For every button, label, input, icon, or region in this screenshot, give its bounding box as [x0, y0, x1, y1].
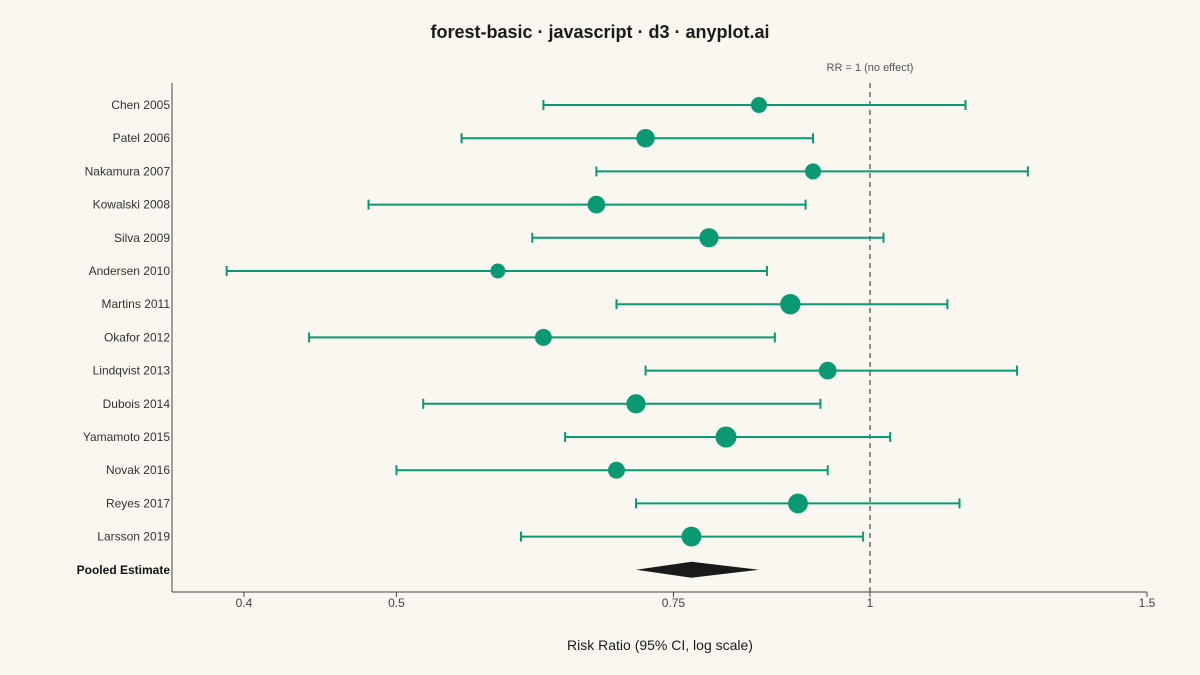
- study-label: Reyes 2017: [106, 496, 170, 510]
- study-label: Nakamura 2007: [85, 164, 171, 178]
- study-row: Larsson 2019: [97, 526, 865, 547]
- study-label: Larsson 2019: [97, 530, 170, 544]
- point-estimate-marker: [626, 394, 646, 414]
- study-row: Kowalski 2008: [93, 195, 807, 214]
- study-row: Reyes 2017: [106, 493, 961, 514]
- study-row: Yamamoto 2015: [83, 426, 892, 448]
- study-label: Martins 2011: [102, 297, 171, 311]
- x-axis-title: Risk Ratio (95% CI, log scale): [567, 637, 753, 653]
- plot-area: 0.4 0.5 0.75 1 1.5 RR = 1 (no effect) Chen 200…: [77, 62, 1156, 610]
- study-row: Chen 2005: [111, 96, 967, 114]
- point-estimate-marker: [699, 228, 719, 248]
- chart-title: forest-basic · javascript · d3 · anyplot…: [430, 22, 769, 42]
- study-label: Chen 2005: [111, 98, 170, 112]
- study-row: Martins 2011: [102, 293, 949, 315]
- pooled-estimate-diamond: [635, 561, 759, 578]
- study-label: Kowalski 2008: [93, 198, 171, 212]
- study-row: Dubois 2014: [103, 394, 822, 414]
- pooled-estimate-label: Pooled Estimate: [77, 563, 171, 577]
- point-estimate-marker: [636, 128, 655, 148]
- point-estimate-marker: [534, 328, 552, 346]
- study-label: Lindqvist 2013: [93, 364, 171, 378]
- point-estimate-marker: [805, 163, 822, 180]
- study-label: Yamamoto 2015: [83, 430, 170, 444]
- study-label: Patel 2006: [113, 131, 171, 145]
- point-estimate-marker: [681, 526, 702, 547]
- study-row: Okafor 2012: [104, 328, 776, 346]
- study-row: Novak 2016: [106, 461, 829, 479]
- point-estimate-marker: [490, 263, 506, 279]
- study-label: Novak 2016: [106, 463, 170, 477]
- study-label: Silva 2009: [114, 231, 170, 245]
- point-estimate-marker: [780, 293, 801, 315]
- study-row: Patel 2006: [113, 128, 815, 148]
- x-tick-label: 0.75: [662, 596, 686, 610]
- x-tick-label: 1.5: [1139, 596, 1156, 610]
- study-label: Dubois 2014: [103, 397, 171, 411]
- point-estimate-marker: [608, 461, 625, 479]
- study-row: Nakamura 2007: [85, 163, 1029, 180]
- point-estimate-marker: [750, 96, 767, 114]
- point-estimate-marker: [715, 426, 737, 448]
- point-estimate-marker: [788, 493, 808, 514]
- point-estimate-marker: [818, 361, 837, 380]
- study-row: Silva 2009: [114, 228, 885, 248]
- reference-line-label: RR = 1 (no effect): [827, 62, 914, 74]
- study-row: Lindqvist 2013: [93, 361, 1018, 380]
- study-row: Andersen 2010: [89, 263, 768, 279]
- x-tick-label: 0.5: [388, 596, 405, 610]
- point-estimate-marker: [587, 195, 606, 214]
- x-tick-label: 1: [867, 596, 874, 610]
- study-label: Andersen 2010: [89, 264, 171, 278]
- study-label: Okafor 2012: [104, 330, 170, 344]
- x-tick-label: 0.4: [236, 596, 253, 610]
